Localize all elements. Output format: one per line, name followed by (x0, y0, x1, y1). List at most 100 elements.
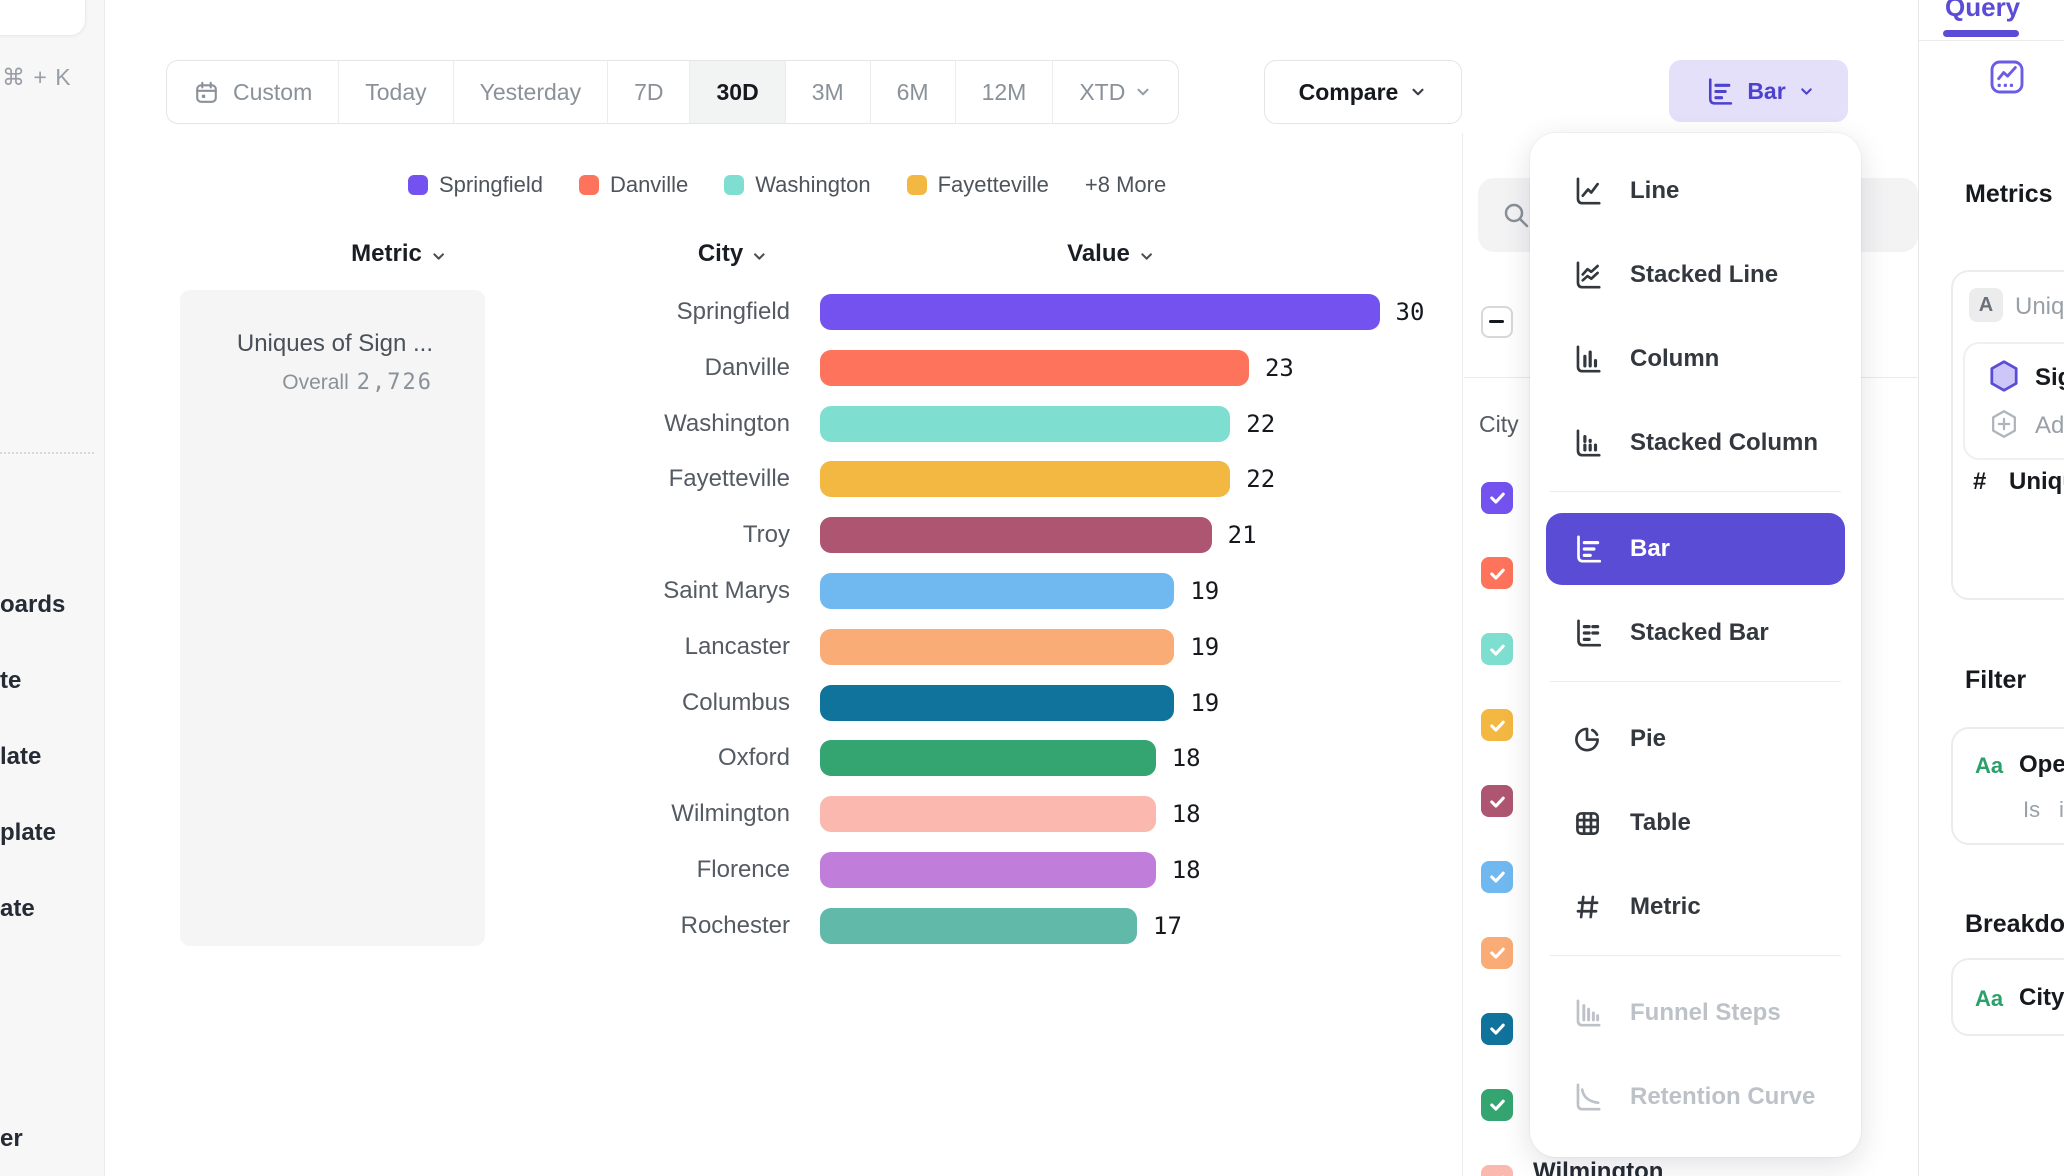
city-column-label: City (1479, 411, 1519, 437)
measure-label[interactable]: Uniqu (2009, 468, 2064, 495)
bar-track (820, 796, 1156, 833)
filter-operator[interactable]: Is (2023, 797, 2041, 822)
add-event-icon[interactable] (1988, 408, 2020, 440)
date-range-option[interactable]: 7D (608, 61, 691, 123)
chart-type-option[interactable]: Bar (1546, 513, 1845, 585)
city-checkbox[interactable] (1481, 1012, 1513, 1045)
bar-value-label: 19 (1190, 688, 1220, 717)
sidebar-search-card[interactable] (0, 0, 86, 36)
legend-more-button[interactable]: +8 More (1084, 172, 1167, 197)
filter-value[interactable]: i (2059, 797, 2064, 822)
bar-row: Oxford 18 (500, 740, 1424, 777)
bar-row: Fayetteville 22 (500, 461, 1424, 498)
chart-type-icon (1570, 532, 1604, 566)
bar[interactable] (820, 461, 1231, 498)
breakdown-card[interactable]: Aa City (1951, 958, 2064, 1036)
city-row-label[interactable]: Wilmington (1533, 1158, 1664, 1176)
sidebar-item[interactable]: late (0, 743, 42, 770)
date-range-option[interactable]: 12M (956, 61, 1054, 123)
chart-type-option[interactable]: Stacked Bar (1546, 597, 1845, 669)
city-checkbox[interactable] (1481, 1164, 1513, 1176)
date-range-option[interactable]: 6M (871, 61, 956, 123)
legend-item[interactable]: Fayetteville (906, 172, 1049, 198)
chart-type-icon (1570, 722, 1604, 756)
filter-card[interactable]: Aa Ope Is i (1951, 727, 2064, 845)
chart-type-option[interactable]: Line (1546, 155, 1845, 227)
bar[interactable] (820, 796, 1156, 833)
bar[interactable] (820, 517, 1212, 554)
select-all-checkbox[interactable] (1481, 306, 1513, 338)
chart-type-option[interactable] (1550, 955, 1841, 956)
check-icon (1487, 942, 1508, 963)
tab-query[interactable]: Query (1945, 0, 2021, 22)
city-checkbox[interactable] (1481, 481, 1513, 514)
city-checkbox[interactable] (1481, 936, 1513, 969)
bar[interactable] (820, 740, 1156, 777)
bar-value-label: 18 (1171, 744, 1201, 773)
calendar-icon (193, 79, 220, 106)
chart-type-option[interactable] (1550, 491, 1841, 492)
bar-track (820, 572, 1175, 609)
legend-item[interactable]: Springfield (408, 172, 543, 198)
add-event-label[interactable]: Ad (2035, 412, 2064, 439)
legend-item[interactable]: Danville (578, 172, 688, 198)
sidebar-item[interactable]: plate (0, 819, 57, 846)
bar-row: Columbus 19 (500, 684, 1424, 721)
check-icon (1487, 563, 1508, 584)
column-header-city[interactable]: City (698, 240, 768, 268)
bar[interactable] (820, 684, 1175, 721)
sidebar-item[interactable]: ate (0, 895, 35, 922)
chart-type-option[interactable]: Pie (1546, 703, 1845, 775)
chart-type-option[interactable]: Stacked Line (1546, 239, 1845, 311)
bar-category-label: Lancaster (684, 632, 790, 660)
sidebar-item[interactable]: te (0, 667, 22, 694)
bar[interactable] (820, 907, 1138, 944)
chart-type-option[interactable]: Metric (1546, 871, 1845, 943)
compare-button[interactable]: Compare (1264, 60, 1462, 124)
date-range-option[interactable]: Yesterday (454, 61, 609, 123)
event-card[interactable]: Sig Ad (1963, 342, 2064, 460)
date-range-option[interactable]: XTD (1053, 61, 1178, 123)
column-header-metric[interactable]: Metric (351, 240, 447, 268)
sidebar-item[interactable]: er (0, 1125, 23, 1152)
city-checkbox[interactable] (1481, 860, 1513, 893)
date-range-option[interactable]: 3M (786, 61, 871, 123)
check-icon (1487, 639, 1508, 660)
bar-category-label: Washington (664, 409, 790, 437)
metric-card[interactable] (180, 290, 485, 946)
chart-type-option[interactable]: Column (1546, 323, 1845, 395)
legend-item[interactable]: Washington (724, 172, 871, 198)
chart-type-option[interactable] (1550, 681, 1841, 682)
date-range-label: 7D (634, 78, 664, 105)
chart-type-button[interactable]: Bar (1669, 60, 1848, 122)
city-checkbox[interactable] (1481, 557, 1513, 590)
city-checkbox[interactable] (1481, 785, 1513, 818)
bar[interactable] (820, 405, 1231, 442)
bar[interactable] (820, 349, 1249, 386)
chart-type-option[interactable]: Retention Curve (1546, 1061, 1845, 1133)
metric-definition-card[interactable]: A Uniq Sig Ad # Uniqu (1951, 270, 2064, 600)
column-header-value[interactable]: Value (1067, 240, 1155, 268)
bar[interactable] (820, 628, 1175, 665)
chart-type-option[interactable]: Stacked Column (1546, 407, 1845, 479)
chart-type-label: Stacked Bar (1630, 619, 1769, 646)
date-range-option[interactable]: Custom (167, 61, 340, 123)
sidebar-item[interactable]: oards (0, 591, 66, 618)
property-type-badge: Aa (1975, 753, 2004, 778)
bar[interactable] (820, 851, 1156, 888)
date-range-option[interactable]: Today (339, 61, 454, 123)
chart-type-option[interactable]: Table (1546, 787, 1845, 859)
date-range-label: Yesterday (479, 78, 582, 105)
city-checkbox[interactable] (1481, 1088, 1513, 1121)
bar[interactable] (820, 572, 1175, 609)
chart-type-menu: Line Stacked Line Column Stacked Column (1530, 133, 1861, 1157)
bar-track (820, 907, 1138, 944)
bar[interactable] (820, 294, 1380, 330)
bar-row: Saint Marys 19 (500, 572, 1424, 609)
date-range-option[interactable]: 30D (690, 61, 786, 123)
bar-value-label: 19 (1190, 632, 1220, 661)
bar-track (820, 628, 1175, 665)
city-checkbox[interactable] (1481, 633, 1513, 666)
city-checkbox[interactable] (1481, 709, 1513, 742)
chart-type-option[interactable]: Funnel Steps (1546, 977, 1845, 1049)
